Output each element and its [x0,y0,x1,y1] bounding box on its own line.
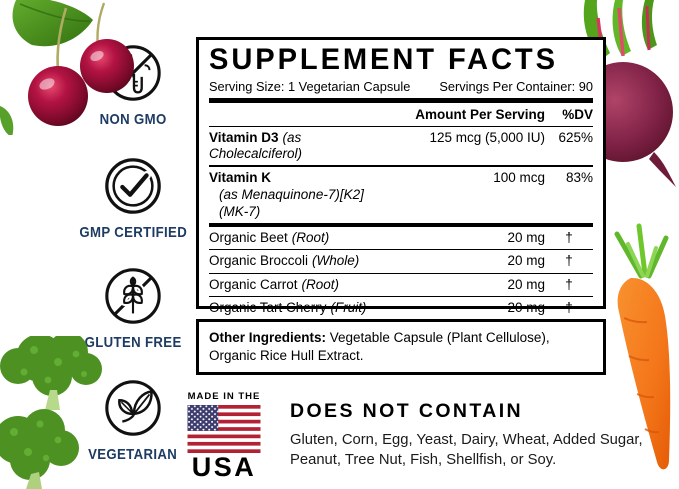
nutrient-form: (as Menaquinone-7)[K2](MK-7) [219,187,364,219]
usa-label: USA [191,452,257,482]
nutrient-amount: 125 mcg (5,000 IU) [429,129,545,145]
nutrient-amount: 20 mg [507,299,545,315]
vegetarian-icon [105,380,161,436]
gmp-certified-badge: GMP CERTIFIED [68,155,198,241]
supplement-facts-title: SUPPLEMENT FACTS [209,43,558,76]
nutrient-form: (Root) [291,230,330,246]
divider [209,272,593,274]
nutrient-row-organic-broccoli: Organic Broccoli (Whole) 20 mg † [209,250,593,272]
nutrient-name: Organic Broccoli [209,253,309,269]
nutrient-form: (Root) [301,276,340,292]
nutrient-name: Vitamin K [209,170,272,186]
other-ingredients-label: Other Ingredients: [209,330,327,345]
nutrient-form: (Fruit) [330,299,367,315]
nutrient-row-organic-beet: Organic Beet (Root) 20 mg † [209,227,593,249]
does-not-contain-line: Gluten, Corn, Egg, Yeast, Dairy, Wheat, … [290,432,643,448]
nutrient-row-organic-tart-cherry: Organic Tart Cherry (Fruit) 20 mg † [209,297,593,319]
gluten-free-badge: GLUTEN FREE [68,265,198,351]
vegetarian-badge: VEGETARIAN [68,377,198,463]
nutrient-form: (Whole) [312,253,360,269]
nutrient-dv: 625% [558,129,593,145]
nutrient-dv: † [565,253,573,269]
servings-per-container: Servings Per Container: 90 [439,78,593,94]
gmp-certified-icon [105,158,161,214]
divider-thick [209,222,593,228]
nutrient-amount: 20 mg [507,276,545,292]
nutrient-amount: 100 mcg [493,170,545,186]
nutrient-dv: † [565,230,573,246]
nutrient-name: Organic Carrot [209,276,298,292]
gluten-free-icon [105,268,161,324]
nutrient-dv: † [565,276,573,292]
nutrient-form: (as Cholecalciferol) [209,129,303,161]
nutrient-amount: 20 mg [507,253,545,269]
divider [209,125,593,127]
supplement-facts-panel: SUPPLEMENT FACTS Serving Size: 1 Vegetar… [196,37,606,367]
does-not-contain-line: Peanut, Tree Nut, Fish, Shellfish, or So… [290,452,557,469]
made-in-usa-block: MADE IN THE USA [183,391,265,481]
column-header-row: Amount Per Serving %DV [209,103,593,126]
serving-info-row: Serving Size: 1 Vegetarian Capsule Servi… [209,79,593,94]
does-not-contain-title: DOES NOT CONTAIN [290,400,524,422]
nutrient-row-organic-carrot: Organic Carrot (Root) 20 mg † [209,274,593,296]
nutrient-row-vitamin-k: Vitamin K (as Menaquinone-7)[K2](MK-7) 10… [209,167,593,223]
carrot-image [614,223,671,470]
gluten-free-label: GLUTEN FREE [84,334,182,351]
divider [209,249,593,251]
dv-column-header: %DV [562,106,593,122]
nutrient-name: Vitamin D3 [209,129,279,145]
cherries-image [0,0,134,135]
other-ingredients-box: Other Ingredients: Vegetable Capsule (Pl… [196,319,606,376]
nutrient-name: Organic Tart Cherry [209,299,327,315]
divider-thick [209,97,593,103]
other-ingredients-text: Vegetable Capsule (Plant Cellulose), Org… [209,330,550,364]
nutrient-amount: 20 mg [507,230,545,246]
serving-size: Serving Size: 1 Vegetarian Capsule [209,78,411,94]
divider [209,295,593,297]
nutrient-dv: † [565,299,573,315]
broccoli-image [0,336,102,489]
vegetarian-label: VEGETARIAN [88,446,178,463]
does-not-contain-section: DOES NOT CONTAIN Gluten, Corn, Egg, Yeas… [290,400,672,471]
nutrient-dv: 83% [565,170,593,186]
gmp-certified-label: GMP CERTIFIED [79,224,187,241]
amount-column-header: Amount Per Serving [415,106,545,122]
made-in-the-label: MADE IN THE [187,391,261,402]
usa-flag-icon [187,405,261,453]
non-gmo-label: NON GMO [99,111,167,128]
divider [209,165,593,168]
nutrient-name: Organic Beet [209,230,288,246]
nutrient-row-vitamin-d3: Vitamin D3 (as Cholecalciferol) 125 mcg (… [209,127,593,165]
